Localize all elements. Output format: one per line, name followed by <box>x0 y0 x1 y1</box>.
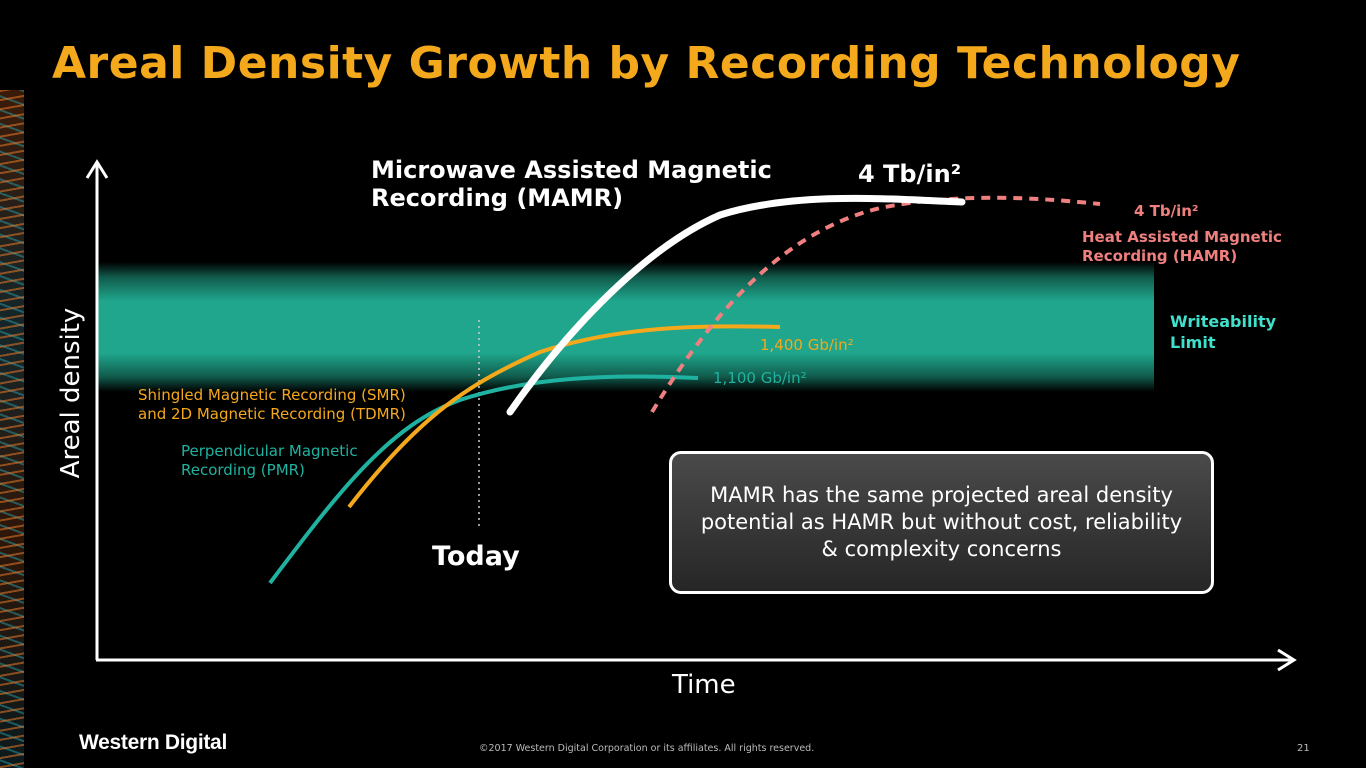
pmr-value: 1,100 Gb/in² <box>713 369 807 387</box>
hamr-label: Heat Assisted Magnetic Recording (HAMR) <box>1082 228 1282 266</box>
writeability-limit-label: Writeability Limit <box>1170 311 1276 353</box>
page-number: 21 <box>1297 743 1310 754</box>
decorative-side-art <box>0 90 24 768</box>
brand-logo: Western Digital <box>79 731 227 754</box>
x-axis-label: Time <box>672 670 736 700</box>
x-axis-arrowhead <box>1277 648 1297 672</box>
mamr-curve <box>506 194 966 416</box>
callout-box: MAMR has the same projected areal densit… <box>669 451 1214 594</box>
hamr-label-line1: Heat Assisted Magnetic <box>1082 228 1282 246</box>
smr-curve <box>347 324 781 509</box>
callout-text: MAMR has the same projected areal densit… <box>700 483 1183 561</box>
mamr-value: 4 Tb/in² <box>858 160 962 188</box>
slide-title: Areal Density Growth by Recording Techno… <box>52 38 1241 89</box>
mamr-label: Microwave Assisted Magnetic Recording (M… <box>371 156 772 212</box>
mamr-label-line2: Recording (MAMR) <box>371 184 624 212</box>
hamr-curve <box>650 195 1101 414</box>
writeability-label-line2: Limit <box>1170 333 1216 352</box>
copyright-notice: ©2017 Western Digital Corporation or its… <box>479 743 815 754</box>
hamr-value: 4 Tb/in² <box>1134 202 1199 220</box>
pmr-label-line1: Perpendicular Magnetic <box>181 442 358 460</box>
y-axis-arrowhead <box>85 159 109 179</box>
hamr-label-line2: Recording (HAMR) <box>1082 247 1238 265</box>
mamr-label-line1: Microwave Assisted Magnetic <box>371 156 772 184</box>
writeability-label-line1: Writeability <box>1170 312 1277 331</box>
smr-label-line2: and 2D Magnetic Recording (TDMR) <box>138 405 406 423</box>
smr-value: 1,400 Gb/in² <box>760 336 854 354</box>
pmr-label-line2: Recording (PMR) <box>181 461 305 479</box>
smr-label: Shingled Magnetic Recording (SMR) and 2D… <box>138 386 406 424</box>
smr-label-line1: Shingled Magnetic Recording (SMR) <box>138 386 406 404</box>
y-axis-label: Areal density <box>56 307 86 479</box>
today-label: Today <box>432 541 520 572</box>
pmr-curve <box>268 374 699 585</box>
writeability-limit-band <box>98 262 1154 392</box>
pmr-label: Perpendicular Magnetic Recording (PMR) <box>181 442 358 480</box>
